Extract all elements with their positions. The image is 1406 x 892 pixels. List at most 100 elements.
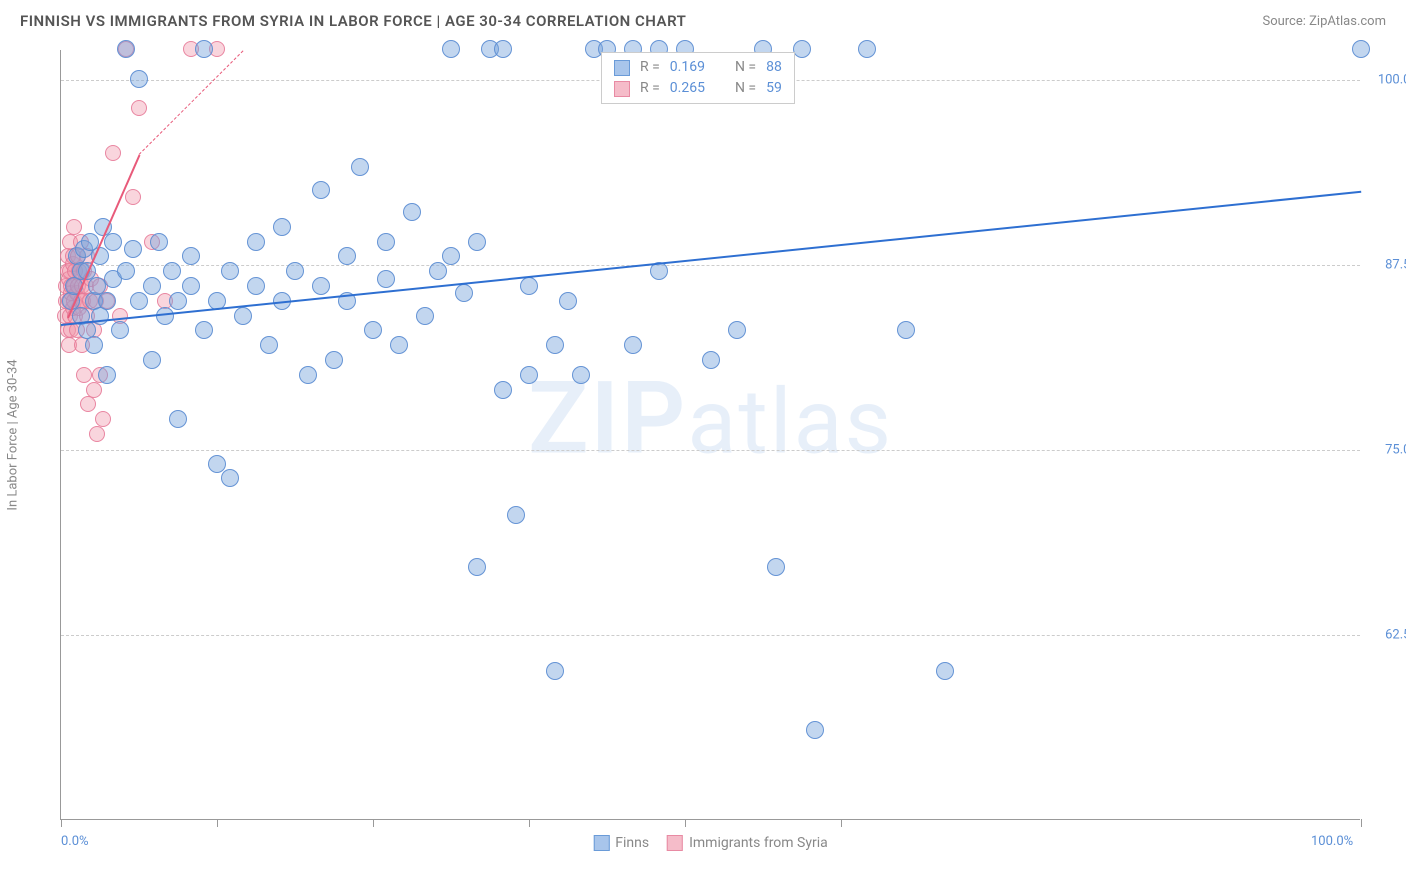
data-point: [299, 366, 317, 384]
gridline: [61, 265, 1360, 266]
data-point: [130, 70, 148, 88]
data-point: [85, 336, 103, 354]
n-value: 59: [766, 78, 782, 99]
x-axis-label: 100.0%: [1311, 834, 1353, 849]
data-point: [86, 382, 102, 398]
data-point: [325, 351, 343, 369]
r-value: 0.265: [670, 78, 705, 99]
data-point: [338, 247, 356, 265]
gridline: [61, 635, 1360, 636]
legend-swatch: [593, 835, 609, 851]
data-point: [767, 558, 785, 576]
data-point: [169, 292, 187, 310]
legend-swatch: [614, 60, 630, 76]
legend-item: Finns: [593, 835, 649, 851]
data-point: [702, 351, 720, 369]
data-point: [124, 240, 142, 258]
data-point: [247, 277, 265, 295]
data-point: [182, 277, 200, 295]
data-point: [793, 40, 811, 58]
data-point: [559, 292, 577, 310]
data-point: [143, 351, 161, 369]
data-point: [442, 40, 460, 58]
chart-source: Source: ZipAtlas.com: [1262, 14, 1386, 29]
data-point: [494, 381, 512, 399]
data-point: [221, 469, 239, 487]
legend-label: Finns: [615, 835, 649, 851]
data-point: [105, 145, 121, 161]
legend-item: Immigrants from Syria: [667, 835, 828, 851]
y-tick-label: 100.0%: [1378, 72, 1406, 87]
data-point: [76, 367, 92, 383]
r-value: 0.169: [670, 57, 705, 78]
data-point: [806, 721, 824, 739]
legend-swatch: [667, 835, 683, 851]
scatter-chart: In Labor Force | Age 30-34 ZIPatlas 62.5…: [60, 50, 1360, 820]
x-tick: [529, 819, 530, 827]
data-point: [312, 181, 330, 199]
data-point: [95, 411, 111, 427]
n-label: N =: [735, 57, 756, 78]
data-point: [234, 307, 252, 325]
x-tick: [217, 819, 218, 827]
data-point: [468, 233, 486, 251]
data-point: [130, 292, 148, 310]
gridline: [61, 450, 1360, 451]
data-point: [260, 336, 278, 354]
n-label: N =: [735, 78, 756, 99]
data-point: [150, 233, 168, 251]
data-point: [195, 321, 213, 339]
correlation-row: R = 0.169 N = 88: [614, 57, 782, 78]
y-axis-label: In Labor Force | Age 30-34: [6, 335, 21, 535]
x-axis-label: 0.0%: [61, 834, 89, 849]
data-point: [117, 262, 135, 280]
data-point: [897, 321, 915, 339]
data-point: [286, 262, 304, 280]
x-tick: [373, 819, 374, 827]
data-point: [131, 100, 147, 116]
data-point: [624, 336, 642, 354]
data-point: [98, 292, 116, 310]
data-point: [182, 247, 200, 265]
r-label: R =: [640, 78, 660, 99]
x-tick: [685, 819, 686, 827]
data-point: [377, 233, 395, 251]
data-point: [364, 321, 382, 339]
chart-title: FINNISH VS IMMIGRANTS FROM SYRIA IN LABO…: [20, 12, 686, 30]
data-point: [572, 366, 590, 384]
n-value: 88: [766, 57, 782, 78]
regression-line: [61, 191, 1361, 326]
chart-header: FINNISH VS IMMIGRANTS FROM SYRIA IN LABO…: [0, 0, 1406, 38]
data-point: [312, 277, 330, 295]
data-point: [455, 284, 473, 302]
correlation-legend: R = 0.169 N = 88 R = 0.265 N = 59: [601, 52, 795, 104]
data-point: [195, 40, 213, 58]
data-point: [89, 426, 105, 442]
data-point: [98, 366, 116, 384]
data-point: [125, 189, 141, 205]
data-point: [507, 506, 525, 524]
data-point: [494, 40, 512, 58]
data-point: [416, 307, 434, 325]
data-point: [546, 336, 564, 354]
data-point: [1352, 40, 1370, 58]
legend-swatch: [614, 81, 630, 97]
data-point: [143, 277, 161, 295]
data-point: [163, 262, 181, 280]
data-point: [221, 262, 239, 280]
x-tick: [1361, 819, 1362, 827]
r-label: R =: [640, 57, 660, 78]
series-legend: Finns Immigrants from Syria: [593, 835, 827, 851]
data-point: [936, 662, 954, 680]
x-tick: [841, 819, 842, 827]
y-tick-label: 87.5%: [1385, 257, 1406, 272]
regression-line: [139, 50, 244, 154]
data-point: [520, 366, 538, 384]
y-tick-label: 62.5%: [1385, 627, 1406, 642]
data-point: [80, 396, 96, 412]
data-point: [66, 219, 82, 235]
data-point: [351, 158, 369, 176]
data-point: [546, 662, 564, 680]
data-point: [273, 218, 291, 236]
data-point: [429, 262, 447, 280]
